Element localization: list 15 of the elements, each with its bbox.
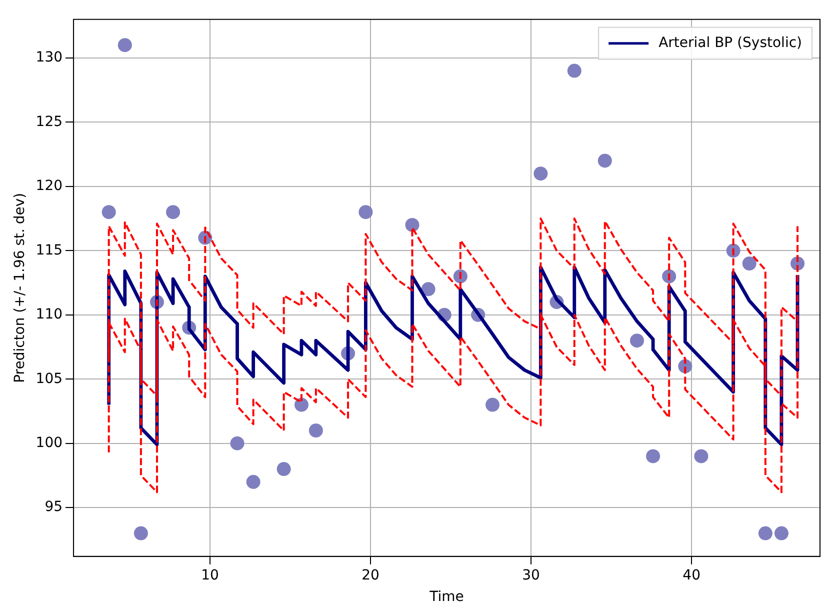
x-tick-label: 20 — [362, 567, 380, 584]
y-tick-label: 110 — [36, 306, 63, 323]
legend-label: Arterial BP (Systolic) — [658, 35, 802, 52]
y-tick-label: 130 — [36, 50, 63, 66]
y-tick-label: 125 — [36, 114, 63, 130]
x-tick-label: 10 — [201, 567, 219, 584]
y-tick-label: 100 — [36, 434, 63, 451]
x-tick-label: 40 — [682, 567, 700, 584]
y-axis-title: Predicton (+/- 1.96 st. dev) — [12, 192, 28, 383]
x-tick-label: 30 — [522, 567, 540, 584]
y-tick-label: 115 — [36, 242, 63, 258]
y-tick-label: 120 — [36, 178, 63, 194]
y-tick-label: 105 — [36, 370, 63, 387]
y-tick-label: 95 — [44, 499, 63, 516]
x-axis-title: Time — [428, 589, 464, 606]
